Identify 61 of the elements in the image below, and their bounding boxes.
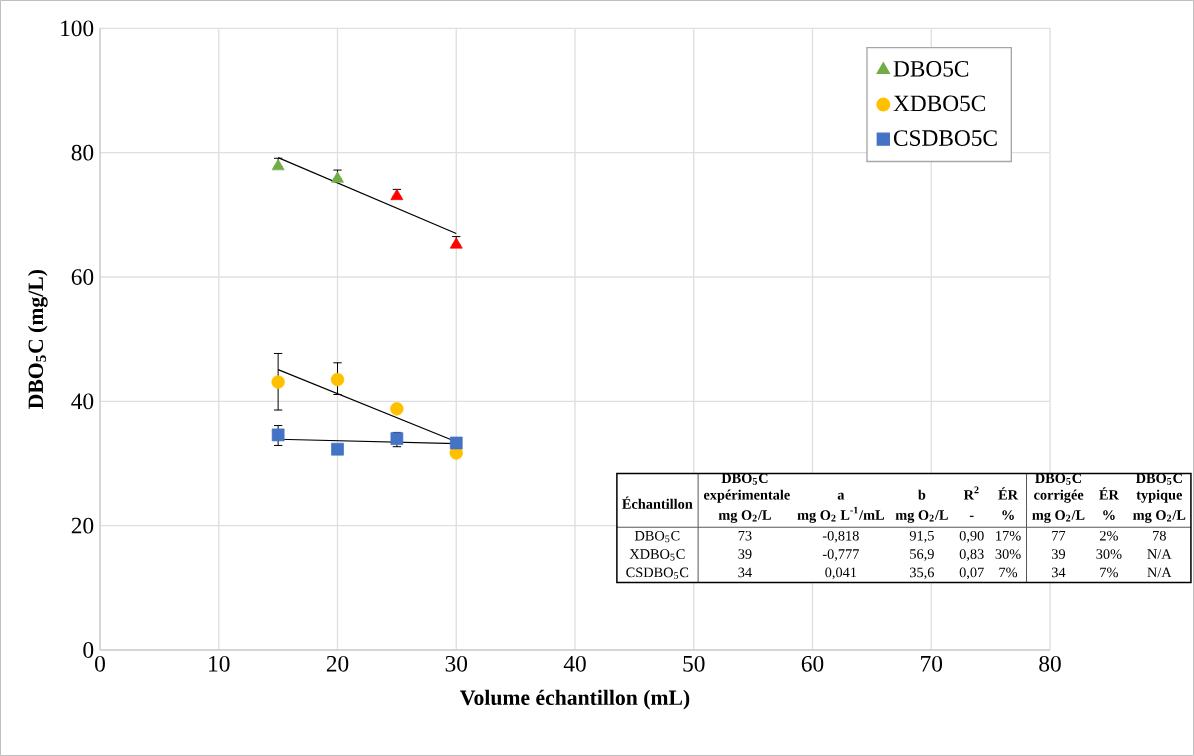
annotation: -0,777 — [822, 549, 859, 561]
annotation: 30% — [995, 549, 1021, 559]
y-tick-label: 20 — [71, 517, 94, 534]
text: 34 — [1051, 567, 1066, 578]
annotation: 91,5 — [909, 530, 934, 543]
x-tick-label: 10 — [209, 655, 230, 672]
legend-label: CSDBO5C — [893, 130, 997, 146]
legend-label: XDBO5C — [893, 95, 986, 112]
y-tick-label: 40 — [71, 393, 94, 410]
text: 7% — [1100, 567, 1118, 578]
text: mg O$_{2}$/L — [1133, 510, 1186, 523]
annotation: - — [969, 515, 974, 517]
text: 39 — [1051, 549, 1066, 559]
text: N/A — [1147, 549, 1172, 559]
annotation: 35,6 — [910, 567, 934, 580]
annotation: mg O$_{2}$/L — [1032, 510, 1085, 523]
text: N/A — [1147, 567, 1172, 578]
x-tick-label: 0 — [95, 655, 105, 672]
x-tick-label: 20 — [326, 655, 349, 672]
text: ÉR — [1099, 487, 1119, 500]
annotation: 0,07 — [959, 567, 984, 580]
x-tick-label: 70 — [921, 655, 943, 672]
x-tick-label: 40 — [563, 655, 586, 672]
annotation: 56,9 — [910, 549, 934, 561]
x-axis-title: Volume échantillon (mL) — [460, 689, 690, 710]
annotation: 0,83 — [959, 549, 984, 561]
x-tick-label: 50 — [683, 655, 705, 672]
annotation: 0,90 — [959, 530, 984, 543]
y-axis-title: DBO$_{5}$C (mg/L) — [27, 270, 48, 409]
y-tick-label: 0 — [83, 642, 94, 658]
annotation: 17% — [996, 530, 1021, 541]
text: 78 — [1153, 530, 1166, 541]
annotation: mg O$_{2}$/L — [895, 510, 948, 523]
annotation: XDBO$_{5}$C — [629, 549, 685, 561]
annotation: DBO$_{5}$C — [634, 530, 680, 543]
annotation: -0,818 — [822, 530, 859, 543]
annotation: Échantillon — [622, 496, 693, 509]
annotation: a — [837, 492, 845, 500]
y-tick-label: 80 — [71, 144, 94, 161]
annotation: R$^{2}$ — [963, 486, 979, 500]
annotation: % — [1002, 510, 1014, 520]
text: 77 — [1052, 531, 1066, 541]
text: 2% — [1099, 530, 1118, 541]
x-tick-label: 60 — [801, 655, 824, 672]
legend-label: DBO5C — [893, 60, 969, 77]
y-tick-label: 100 — [61, 20, 94, 37]
annotation: 0,041 — [825, 567, 857, 580]
annotation: 39 — [738, 549, 752, 559]
text: % — [1103, 510, 1115, 520]
text: 30% — [1096, 549, 1122, 559]
annotation: mg O$_{2}$/L — [718, 510, 771, 523]
x-tick-label: 30 — [445, 655, 468, 672]
annotation: 7% — [999, 567, 1018, 578]
annotation: 73 — [738, 530, 752, 541]
annotation: ÉR — [998, 487, 1019, 500]
annotation: 34 — [738, 567, 752, 578]
annotation: mg O$_{2}$ L$^{-1}$/mL — [797, 506, 885, 523]
annotation: b — [918, 489, 926, 500]
y-tick-label: 60 — [71, 269, 94, 285]
annotation: CSDBO$_{5}$C — [626, 567, 689, 579]
x-tick-label: 80 — [1039, 655, 1061, 672]
